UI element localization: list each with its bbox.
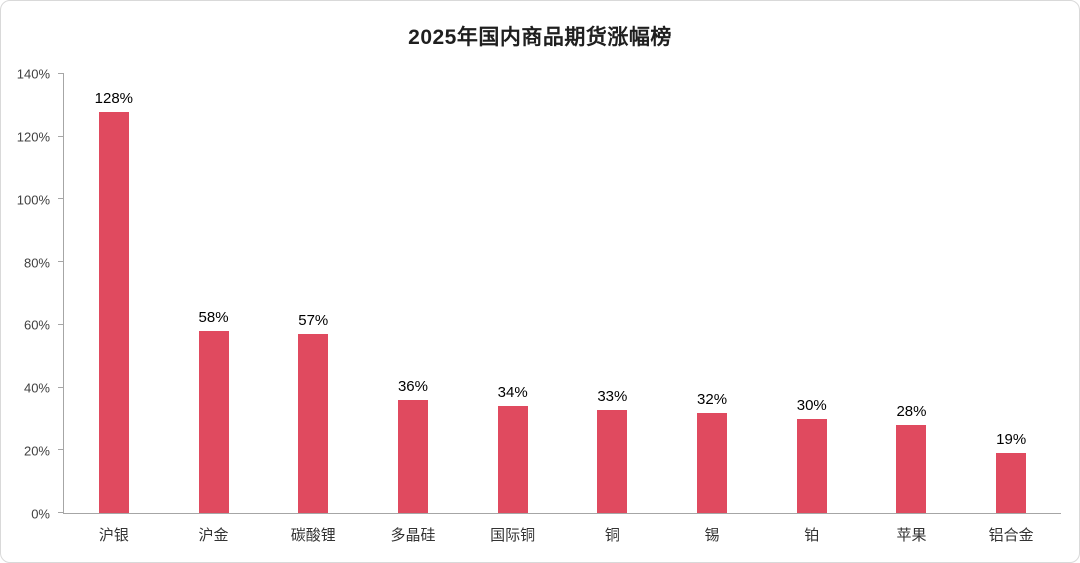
y-tick-label: 120%	[16, 129, 50, 145]
bar	[697, 412, 728, 513]
bar-group: 57% 碳酸锂	[263, 74, 363, 544]
bar-value-label: 33%	[597, 387, 628, 405]
bar	[198, 331, 229, 513]
category-label: 多晶硅	[390, 527, 436, 544]
bar-group: 30% 铂	[762, 74, 862, 544]
category-label: 苹果	[896, 527, 927, 544]
y-tick-mark	[58, 512, 64, 513]
bar-group: 33% 铜	[563, 74, 663, 544]
y-tick-mark	[58, 386, 64, 388]
y-tick-label: 20%	[23, 443, 50, 459]
y-tick-mark	[58, 198, 64, 200]
bar	[896, 425, 927, 513]
y-tick-label: 0%	[31, 506, 50, 522]
bar-value-label: 34%	[497, 384, 528, 402]
bar-group: 58% 沪金	[164, 74, 264, 544]
category-label: 沪金	[198, 527, 229, 544]
y-tick-label: 80%	[23, 255, 50, 271]
bar-value-label: 58%	[198, 309, 229, 327]
category-label: 碳酸锂	[290, 527, 336, 544]
category-label: 铝合金	[988, 527, 1034, 544]
bar-value-label: 19%	[996, 431, 1027, 449]
bar-value-label: 36%	[397, 378, 428, 396]
category-label: 铜	[604, 527, 620, 544]
category-label: 铂	[804, 527, 820, 544]
y-axis: 0% 20% 40% 60% 80% 100% 120% 140%	[1, 68, 63, 521]
bar-group: 32% 锡	[662, 74, 762, 544]
bar	[397, 400, 428, 513]
bar	[98, 111, 129, 513]
bar	[597, 409, 628, 513]
bar-value-label: 30%	[796, 396, 827, 414]
y-tick-label: 100%	[16, 192, 50, 208]
y-tick-label: 140%	[16, 66, 50, 82]
bar-value-label: 57%	[298, 312, 329, 330]
bar-value-label: 28%	[896, 403, 927, 421]
bar-value-label: 32%	[697, 390, 728, 408]
chart-title: 2025年国内商品期货涨幅榜	[408, 26, 672, 49]
y-tick-mark	[58, 261, 64, 263]
y-tick-mark	[58, 73, 64, 74]
category-label: 沪银	[98, 527, 129, 544]
y-tick-label: 60%	[23, 317, 50, 333]
bar	[996, 453, 1027, 513]
y-tick-mark	[58, 135, 64, 137]
plot-area: 128% 沪银 58% 沪金 57% 碳酸锂 36% 多晶硅 34% 国际铜 33% 铜 32% 锡 30%…	[58, 73, 1061, 544]
bar-group: 128% 沪银	[64, 74, 164, 544]
bar-group: 28% 苹果	[862, 74, 962, 544]
bar-value-label: 128%	[94, 89, 134, 107]
bar-group: 34% 国际铜	[463, 74, 563, 544]
bar	[497, 406, 528, 513]
category-label: 国际铜	[490, 527, 536, 544]
category-label: 锡	[704, 527, 720, 544]
y-tick-mark	[58, 323, 64, 325]
bar	[298, 334, 329, 513]
bars-container: 128% 沪银 58% 沪金 57% 碳酸锂 36% 多晶硅 34% 国际铜 33% 铜 32% 锡 30%…	[64, 74, 1061, 544]
bar-group: 36% 多晶硅	[363, 74, 463, 544]
y-tick-mark	[58, 449, 64, 451]
y-tick-label: 40%	[23, 380, 50, 396]
bar-group: 19% 铝合金	[961, 74, 1061, 544]
bar	[796, 418, 827, 513]
